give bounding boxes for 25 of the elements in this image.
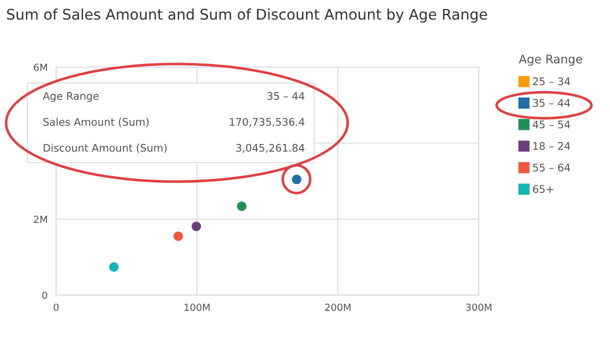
legend-label: 55 – 64	[533, 164, 570, 172]
annotation: Age Range	[42, 92, 99, 102]
legend-title: Age Range	[518, 54, 582, 66]
annotation: 3,045,261.84	[236, 144, 304, 153]
x-tick-label: 0	[54, 304, 59, 311]
point	[192, 222, 202, 232]
y-tick-label: 0	[42, 292, 48, 299]
legend-label: 18 – 24	[533, 142, 570, 150]
annotation: Discount Amount (Sum)	[44, 144, 167, 154]
x-tick-label: 200M	[325, 304, 350, 311]
legend-label: 25 – 34	[533, 77, 570, 86]
y-tick-label: 2M	[34, 216, 47, 223]
point	[236, 201, 246, 211]
annotation: 170,735,536.4	[230, 118, 304, 127]
legend-label: 35 – 44	[533, 98, 570, 107]
point	[109, 262, 119, 272]
annotation: Sales Amount (Sum)	[43, 118, 149, 128]
chart-title: Sum of Sales Amount and Sum of Discount Amount by Age Range	[7, 8, 488, 23]
point	[174, 231, 184, 241]
y-tick-label: 6M	[34, 64, 47, 71]
legend-label: 65+	[532, 185, 554, 193]
x-tick-label: 300M	[466, 304, 492, 311]
legend-label: 45 – 54	[532, 120, 570, 128]
annotation: 35 – 44	[267, 92, 304, 100]
x-tick-label: 100M	[184, 304, 210, 311]
